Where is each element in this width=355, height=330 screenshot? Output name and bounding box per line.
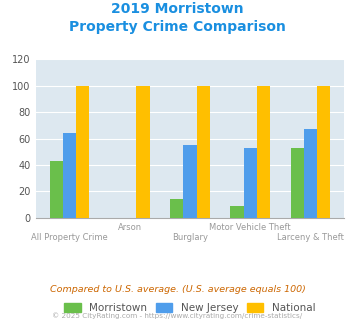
Text: © 2025 CityRating.com - https://www.cityrating.com/crime-statistics/: © 2025 CityRating.com - https://www.city…: [53, 312, 302, 318]
Bar: [170, 199, 183, 218]
Bar: [136, 86, 149, 218]
Text: Compared to U.S. average. (U.S. average equals 100): Compared to U.S. average. (U.S. average …: [50, 285, 305, 294]
Bar: [244, 148, 257, 218]
Text: All Property Crime: All Property Crime: [31, 233, 108, 242]
Bar: [63, 133, 76, 218]
Bar: [304, 129, 317, 218]
Text: Burglary: Burglary: [172, 233, 208, 242]
Bar: [230, 206, 244, 218]
Bar: [317, 86, 330, 218]
Bar: [290, 148, 304, 218]
Text: 2019 Morristown: 2019 Morristown: [111, 2, 244, 16]
Bar: [50, 161, 63, 218]
Bar: [197, 86, 210, 218]
Text: Property Crime Comparison: Property Crime Comparison: [69, 20, 286, 34]
Text: Larceny & Theft: Larceny & Theft: [277, 233, 344, 242]
Text: Arson: Arson: [118, 223, 142, 232]
Bar: [257, 86, 270, 218]
Legend: Morristown, New Jersey, National: Morristown, New Jersey, National: [60, 299, 320, 317]
Bar: [76, 86, 89, 218]
Bar: [183, 145, 197, 218]
Text: Motor Vehicle Theft: Motor Vehicle Theft: [209, 223, 291, 232]
